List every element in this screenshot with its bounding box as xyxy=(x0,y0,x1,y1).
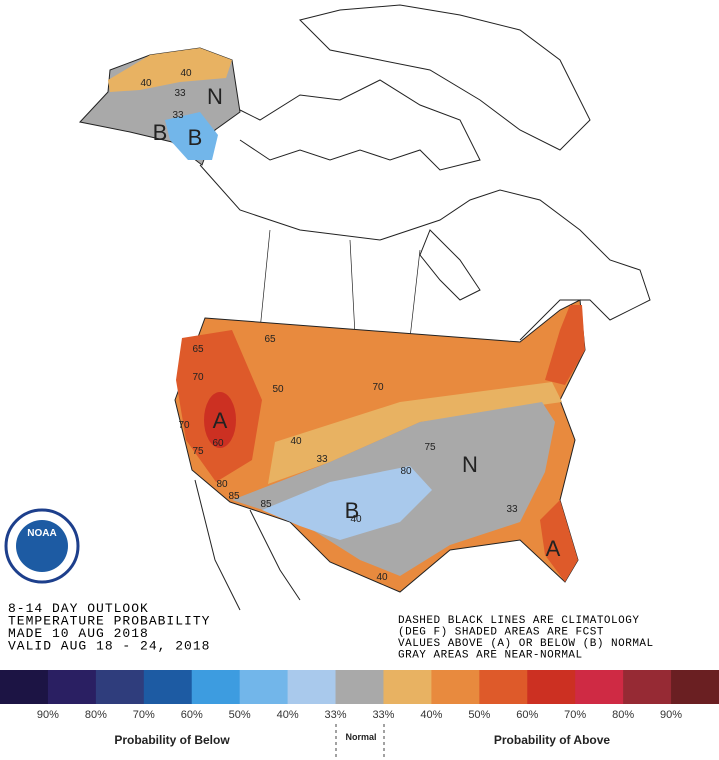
logo-text: NOAA xyxy=(27,528,56,539)
legend-label: 80% xyxy=(612,709,634,721)
legend-label: 40% xyxy=(420,709,442,721)
map-label: A xyxy=(546,536,561,561)
map-label: 75 xyxy=(192,446,204,457)
map-label: 60 xyxy=(212,438,224,449)
map-label: 40 xyxy=(290,436,302,447)
legend-swatch xyxy=(479,670,528,704)
above-40-band xyxy=(268,382,562,484)
map-label: B xyxy=(153,120,168,145)
legend-swatch xyxy=(335,670,384,704)
note-line: (DEG F) SHADED AREAS ARE FCST xyxy=(398,627,604,639)
legend-swatch xyxy=(143,670,193,704)
note-line: GRAY AREAS ARE NEAR-NORMAL xyxy=(398,650,583,662)
map-label: 70 xyxy=(192,372,204,383)
map-label: A xyxy=(213,408,228,433)
legend-swatch xyxy=(191,670,241,704)
alaska-below xyxy=(165,112,218,160)
map-label: 85 xyxy=(260,499,272,510)
legend-swatch xyxy=(47,670,97,704)
above-title: Probability of Above xyxy=(494,733,611,747)
header-line: MADE 10 AUG 2018 xyxy=(8,626,149,641)
above-60-florida xyxy=(540,500,578,582)
legend-label: 80% xyxy=(85,709,107,721)
map-label: 80 xyxy=(216,479,228,490)
below-33-area xyxy=(262,466,432,540)
map-label: 40 xyxy=(140,78,152,89)
map-label: 75 xyxy=(424,442,436,453)
legend-swatch xyxy=(527,670,576,704)
logo-disc xyxy=(16,520,68,572)
legend-label: 60% xyxy=(516,709,538,721)
legend-swatch xyxy=(287,670,337,704)
map-label: B xyxy=(188,125,203,150)
map-label: 33 xyxy=(316,454,328,465)
legend-label: 70% xyxy=(133,709,155,721)
legend-swatch xyxy=(431,670,480,704)
below-title: Probability of Below xyxy=(114,733,230,747)
map-label: 40 xyxy=(350,514,362,525)
map-label: B xyxy=(345,498,360,523)
legend-swatch xyxy=(239,670,289,704)
map-label: 33 xyxy=(172,110,184,121)
note-line: DASHED BLACK LINES ARE CLIMATOLOGY xyxy=(398,615,639,627)
map-label: 80 xyxy=(400,466,412,477)
legend-label: 40% xyxy=(277,709,299,721)
above-60-northeast xyxy=(545,305,585,385)
legend-label: 50% xyxy=(468,709,490,721)
legend-label: 60% xyxy=(181,709,203,721)
legend-label: 90% xyxy=(37,709,59,721)
legend-label: 70% xyxy=(564,709,586,721)
header-line: VALID AUG 18 - 24, 2018 xyxy=(8,639,210,654)
map-label: 70 xyxy=(372,382,384,393)
header-line: 8-14 DAY OUTLOOK xyxy=(8,601,149,616)
map-label: N xyxy=(207,84,223,109)
map-label: 70 xyxy=(178,420,190,431)
normal-title: Normal xyxy=(345,732,376,742)
map-label: 40 xyxy=(376,572,388,583)
map-label: 50 xyxy=(272,384,284,395)
map-label: 65 xyxy=(192,344,204,355)
legend-swatch xyxy=(623,670,672,704)
header-line: TEMPERATURE PROBABILITY xyxy=(8,614,210,629)
map-labels: AAB BBNN404033335040336070657075808540334… xyxy=(140,68,560,583)
alaska-above xyxy=(108,48,232,92)
legend-label: 90% xyxy=(660,709,682,721)
map-label: 33 xyxy=(506,504,518,515)
legend-swatch xyxy=(383,670,432,704)
legend-label: 33% xyxy=(372,709,394,721)
map-label: 33 xyxy=(174,88,186,99)
note-line: VALUES ABOVE (A) OR BELOW (B) NORMAL xyxy=(398,638,654,650)
legend-swatch xyxy=(95,670,145,704)
map-label: 85 xyxy=(228,491,240,502)
legend-swatch xyxy=(671,670,719,704)
map-label: 40 xyxy=(180,68,192,79)
legend-label: 33% xyxy=(325,709,347,721)
legend: 90% 80% 70% 60% 50% 40% 33% 33% 40% 50% 60% 70% 80% 9… xyxy=(0,670,719,721)
map-label: 65 xyxy=(264,334,276,345)
map-label: N xyxy=(462,452,478,477)
notes: DASHED BLACK LINES ARE CLIMATOLOGY(DEG F… xyxy=(398,615,654,662)
legend-label: 50% xyxy=(229,709,251,721)
legend-swatch xyxy=(0,670,49,704)
legend-swatch xyxy=(575,670,624,704)
above-70-west xyxy=(204,392,236,448)
